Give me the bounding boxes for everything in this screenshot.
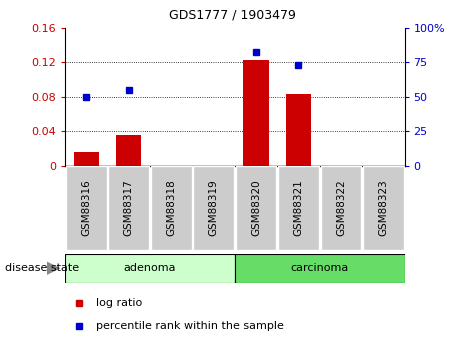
- Text: GSM88320: GSM88320: [251, 179, 261, 236]
- Text: adenoma: adenoma: [124, 263, 176, 273]
- FancyBboxPatch shape: [278, 166, 319, 250]
- Text: GSM88321: GSM88321: [293, 179, 304, 236]
- Text: GDS1777 / 1903479: GDS1777 / 1903479: [169, 9, 296, 22]
- FancyBboxPatch shape: [66, 166, 106, 250]
- Bar: [116, 135, 141, 166]
- Text: GSM88322: GSM88322: [336, 179, 346, 236]
- Bar: [73, 152, 99, 166]
- Text: GSM88316: GSM88316: [81, 179, 91, 236]
- FancyBboxPatch shape: [236, 166, 276, 250]
- Text: disease state: disease state: [5, 263, 79, 273]
- FancyBboxPatch shape: [320, 166, 361, 250]
- Text: carcinoma: carcinoma: [291, 263, 349, 273]
- Bar: [286, 94, 311, 166]
- FancyBboxPatch shape: [65, 254, 235, 283]
- FancyBboxPatch shape: [193, 166, 234, 250]
- Text: log ratio: log ratio: [96, 298, 142, 308]
- Bar: [243, 59, 269, 166]
- Text: GSM88318: GSM88318: [166, 179, 176, 236]
- Polygon shape: [46, 262, 60, 275]
- FancyBboxPatch shape: [151, 166, 192, 250]
- FancyBboxPatch shape: [108, 166, 149, 250]
- FancyBboxPatch shape: [235, 254, 405, 283]
- Text: GSM88319: GSM88319: [209, 179, 219, 236]
- FancyBboxPatch shape: [363, 166, 404, 250]
- Text: GSM88317: GSM88317: [124, 179, 134, 236]
- Text: percentile rank within the sample: percentile rank within the sample: [96, 321, 284, 331]
- Text: GSM88323: GSM88323: [379, 179, 388, 236]
